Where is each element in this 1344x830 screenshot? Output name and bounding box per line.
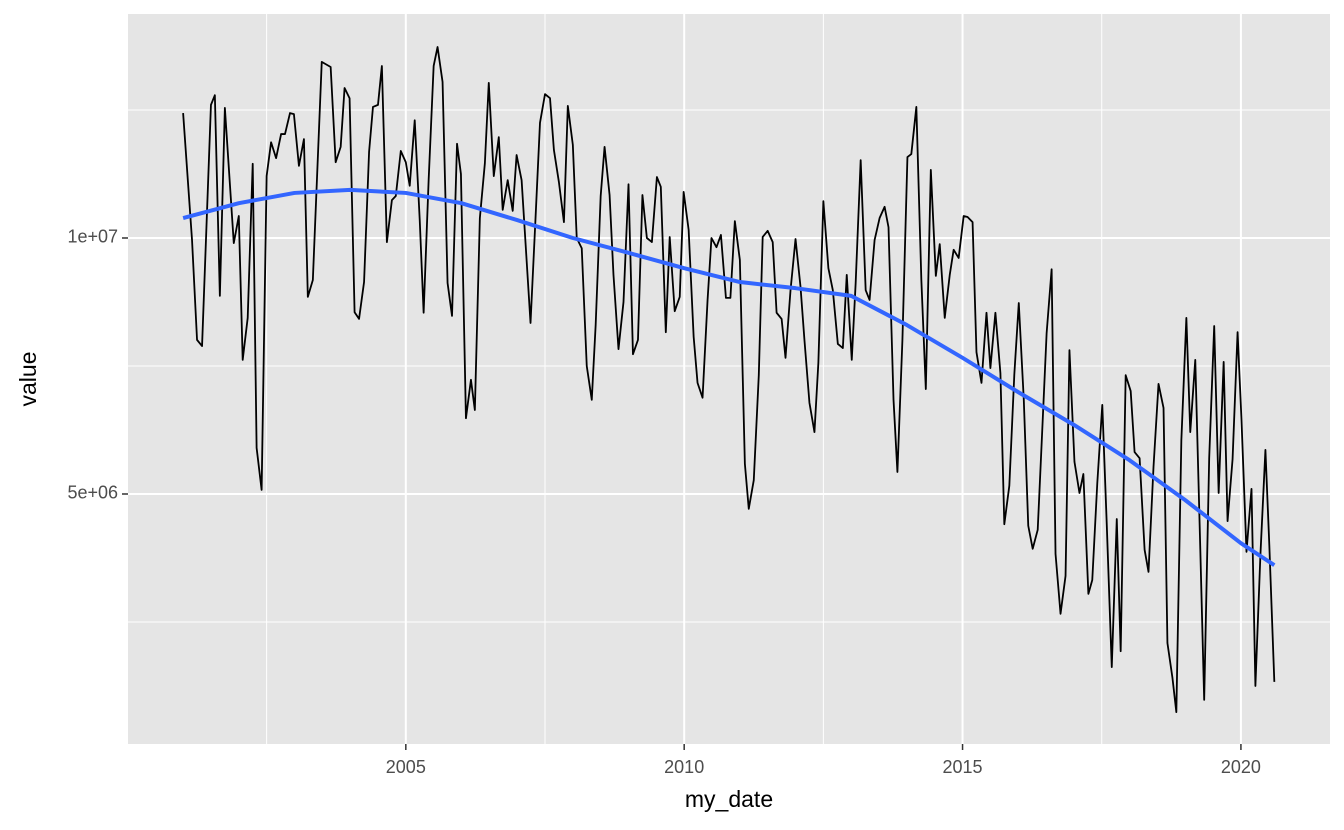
x-tick-label: 2020 <box>1221 757 1261 777</box>
x-tick-label: 2005 <box>386 757 426 777</box>
y-axis-title: value <box>15 352 41 407</box>
plot-background <box>128 14 1330 744</box>
x-tick-label: 2010 <box>664 757 704 777</box>
x-axis-title: my_date <box>685 786 773 812</box>
y-tick-label: 1e+07 <box>67 227 118 247</box>
y-tick-label: 5e+06 <box>67 483 118 503</box>
x-tick-label: 2015 <box>943 757 983 777</box>
data-line <box>182 46 1276 713</box>
data-line <box>182 187 1276 567</box>
